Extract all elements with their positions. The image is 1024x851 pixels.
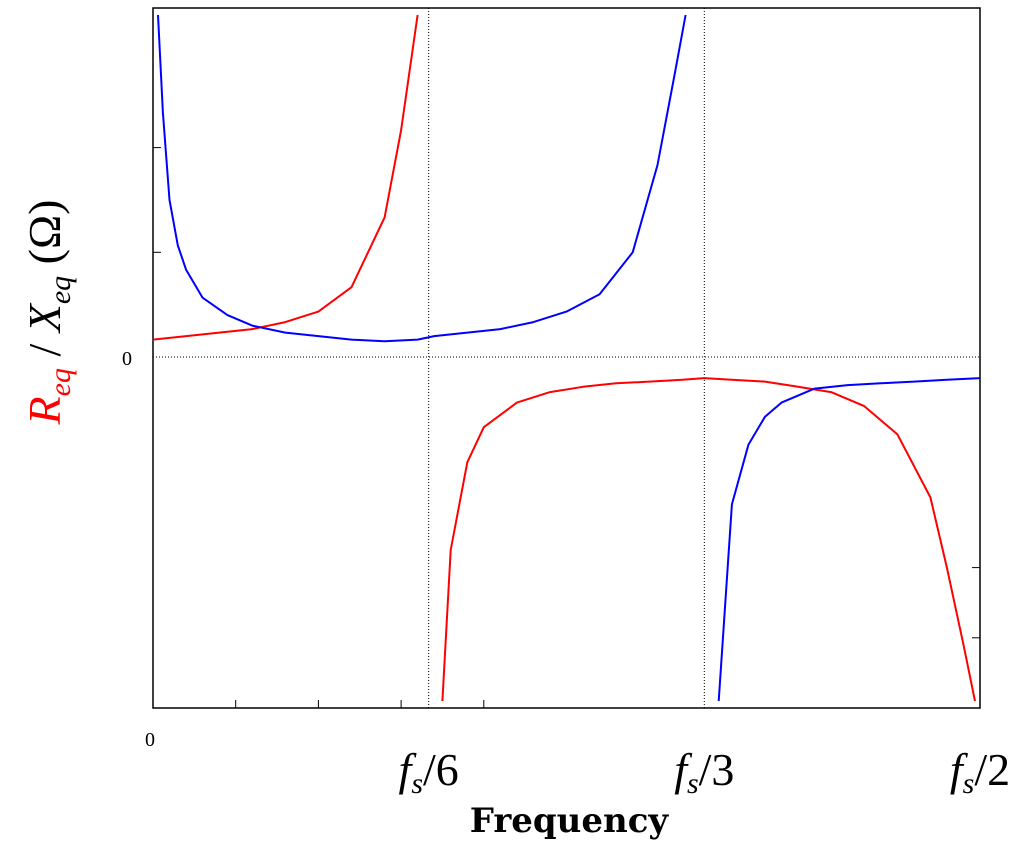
- reference-lines: [153, 8, 980, 708]
- y-label-unit: (Ω): [19, 200, 70, 276]
- fs-tick-divisor-1: /3: [699, 744, 735, 795]
- series-0-segment-0: [152, 14, 419, 341]
- fs-tick-label-1: fs/3: [674, 744, 734, 800]
- fs-tick-subscript-1: s: [687, 767, 699, 800]
- y-label-separator: /: [19, 332, 70, 368]
- axis-ticks: [153, 147, 980, 708]
- y-axis-label: Req / Xeq (Ω): [19, 200, 77, 426]
- fs-tick-subscript-2: s: [963, 767, 975, 800]
- fs-tick-label-0: fs/6: [399, 744, 459, 800]
- series-0-segment-1: [441, 377, 976, 702]
- x-axis-label: Frequency: [470, 801, 670, 841]
- y-label-x-symbol: X: [19, 302, 70, 334]
- series-1-segment-0: [157, 14, 687, 343]
- plot-frame: [152, 7, 981, 709]
- fs-tick-divisor-0: /6: [423, 744, 459, 795]
- y-label-x-subscript: eq: [44, 276, 77, 304]
- y-label-r-symbol: R: [19, 396, 70, 425]
- x-origin-tick-label: 0: [145, 729, 155, 751]
- fs-tick-labels: fs/6 fs/3 fs/2: [399, 744, 1011, 800]
- y-label-r-subscript: eq: [44, 368, 77, 396]
- fs-tick-subscript-0: s: [411, 767, 423, 800]
- series-group: [152, 14, 981, 702]
- y-zero-tick-label: 0: [122, 348, 132, 370]
- fs-tick-divisor-2: /2: [974, 744, 1010, 795]
- fs-tick-label-2: fs/2: [950, 744, 1010, 800]
- series-1-segment-1: [717, 377, 981, 702]
